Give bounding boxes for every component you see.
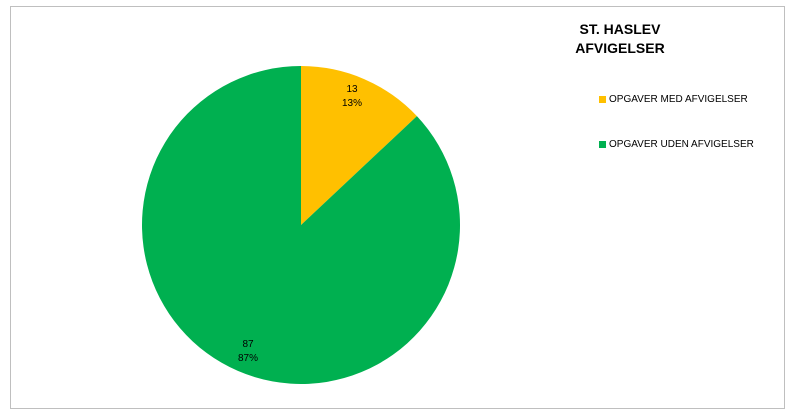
data-label-percent-uden-afvigelser: 87%: [238, 353, 258, 364]
legend-item-med-afvigelser: OPGAVER MED AFVIGELSER: [599, 94, 748, 105]
legend-label-med-afvigelser: OPGAVER MED AFVIGELSER: [609, 94, 748, 105]
legend-item-uden-afvigelser: OPGAVER UDEN AFVIGELSER: [599, 139, 754, 150]
data-label-value-uden-afvigelser: 87: [242, 339, 254, 350]
pie-slice-uden-afvigelser: [141, 66, 461, 385]
legend-label-uden-afvigelser: OPGAVER UDEN AFVIGELSER: [609, 139, 754, 150]
chart-title: ST. HASLEV AFVIGELSER: [565, 20, 675, 58]
chart-title-line-2: AFVIGELSER: [575, 40, 665, 56]
legend-swatch-med-afvigelser: [599, 96, 606, 103]
data-label-value-med-afvigelser: 13: [346, 84, 358, 95]
chart-title-line-1: ST. HASLEV: [579, 21, 661, 37]
legend-swatch-uden-afvigelser: [599, 141, 606, 148]
pie-slice-med-afvigelser: [301, 66, 417, 225]
data-label-percent-med-afvigelser: 13%: [342, 98, 362, 109]
